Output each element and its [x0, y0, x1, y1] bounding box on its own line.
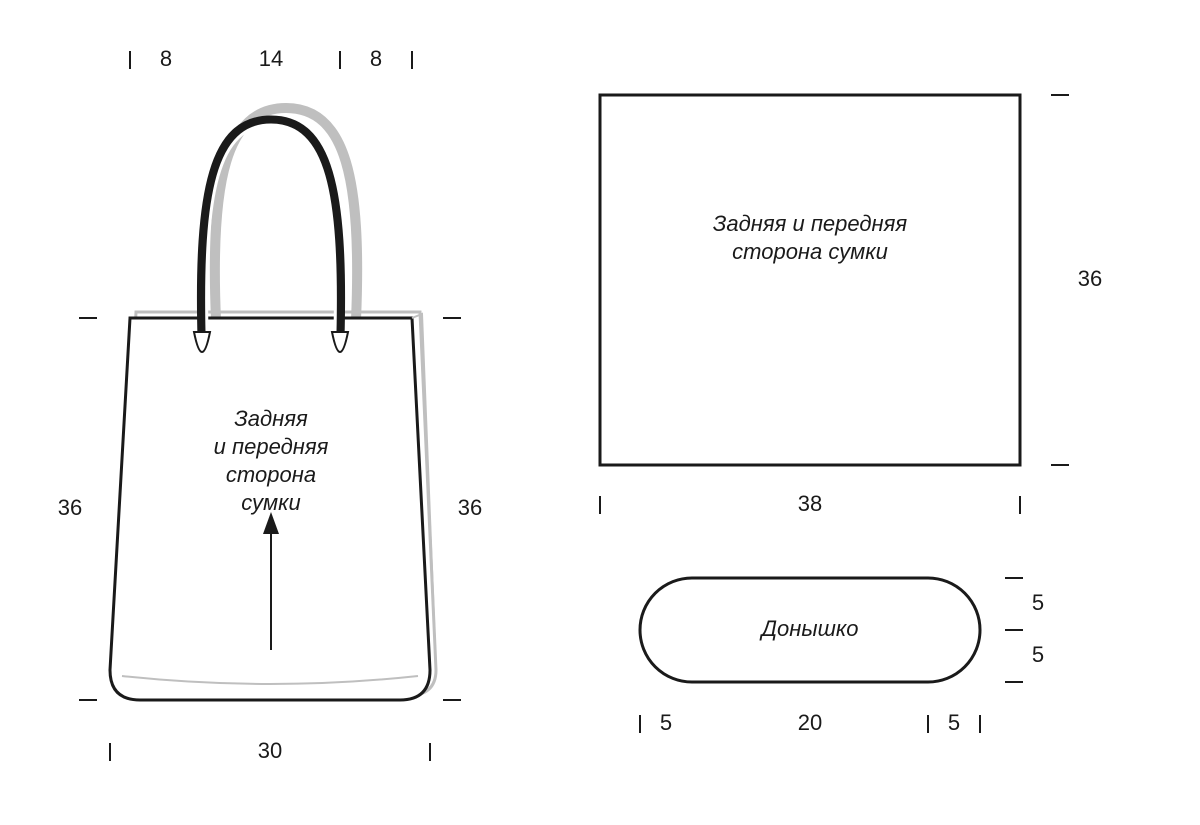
bag-label: и передняя: [214, 434, 329, 459]
panel-label: сторона сумки: [732, 239, 888, 264]
dim-panel-width: 38: [798, 491, 822, 516]
bag-front-handle-inner: [207, 125, 336, 332]
dim-oval-b-center: 20: [798, 710, 822, 735]
bottom-label: Донышко: [759, 616, 859, 641]
dim-bottom: 30: [258, 738, 282, 763]
bag-label: сумки: [241, 490, 300, 515]
dim-right: 36: [458, 495, 482, 520]
bag-label: сторона: [226, 462, 316, 487]
dim-oval-b-left: 5: [660, 710, 672, 735]
bag-label: Задняя: [234, 406, 308, 431]
dim-left: 36: [58, 495, 82, 520]
dim-oval-r-bot: 5: [1032, 642, 1044, 667]
dim-top-center: 14: [259, 46, 283, 71]
panel-label: Задняя и передняя: [713, 211, 908, 236]
dim-oval-b-right: 5: [948, 710, 960, 735]
dim-panel-height: 36: [1078, 266, 1102, 291]
bag-front-handle: [201, 120, 340, 338]
dim-top-left: 8: [160, 46, 172, 71]
dim-top-right: 8: [370, 46, 382, 71]
pattern-panel: [600, 95, 1020, 465]
dim-oval-r-top: 5: [1032, 590, 1044, 615]
